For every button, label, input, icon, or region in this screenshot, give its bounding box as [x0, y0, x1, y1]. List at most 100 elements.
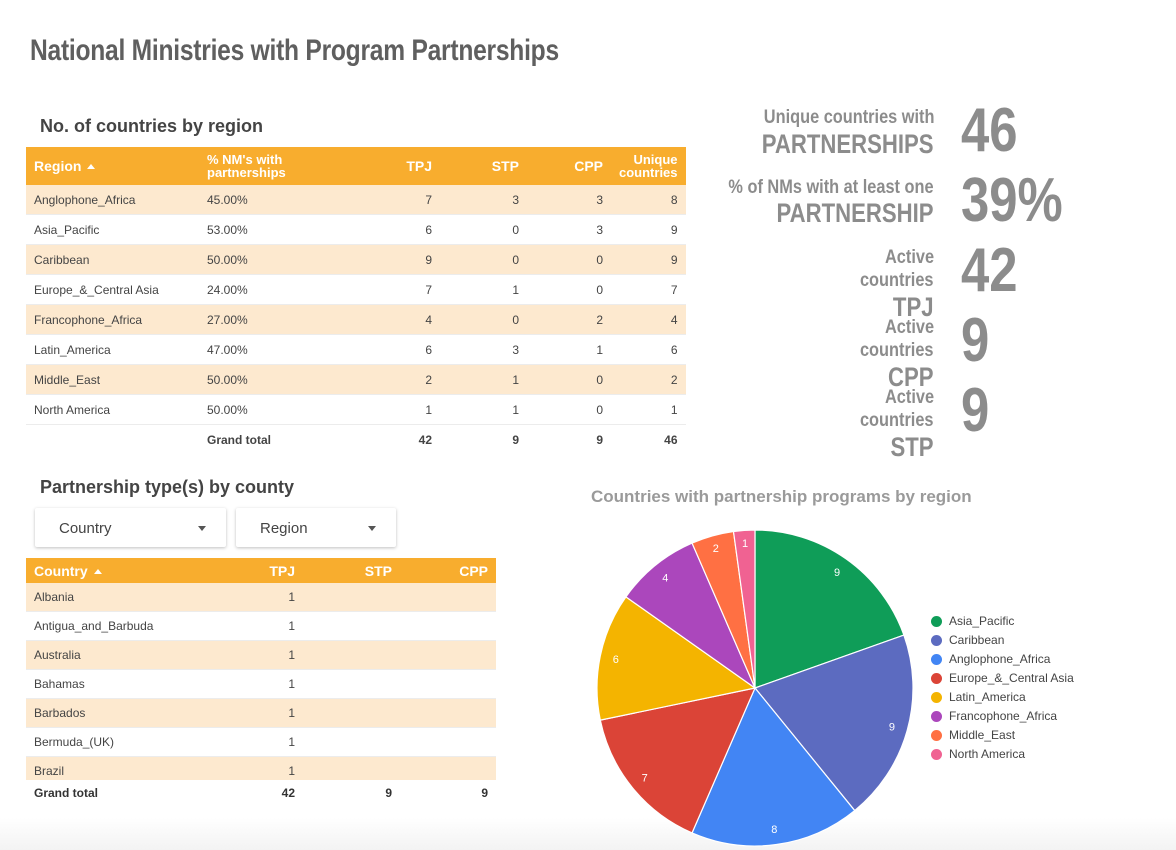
pie-slice-europe-central-asia[interactable] — [599, 687, 757, 834]
cpp-cell — [400, 611, 496, 641]
region-column-header[interactable]: Region — [26, 147, 199, 185]
country-filter-label: Country — [59, 520, 112, 537]
kpi-pct-line1: % of NMs with at least one — [728, 177, 934, 198]
pct-partnerships-column-header[interactable]: % NM's with partnerships — [199, 147, 344, 185]
legend-swatch-icon — [931, 692, 942, 703]
tpj-cell: 1 — [214, 727, 303, 757]
pie-slice-latin-america[interactable] — [596, 596, 757, 721]
table-row[interactable]: Australia 1 — [26, 640, 496, 670]
tpj-cell: 7 — [344, 185, 440, 215]
kpi-cpp-line2: countries — [860, 340, 934, 361]
table-row[interactable]: Albania 1 — [26, 583, 496, 612]
country-column-header[interactable]: Country — [26, 558, 214, 583]
region-filter-dropdown[interactable]: Region — [236, 508, 396, 547]
legend-label: Europe_&_Central Asia — [949, 671, 1074, 685]
pie-data-label: 9 — [889, 721, 895, 733]
table-row[interactable]: North America 50.00% 1 1 0 1 — [26, 394, 686, 425]
kpi-cpp-line1: Active — [884, 317, 934, 338]
table-row[interactable]: Caribbean 50.00% 9 0 0 9 — [26, 244, 686, 275]
pie-data-label: 2 — [713, 543, 719, 555]
tpj-cell: 9 — [344, 244, 440, 275]
legend-label: Middle_East — [949, 728, 1016, 742]
stp-column-header[interactable]: STP — [303, 558, 400, 583]
country-filter-dropdown[interactable]: Country — [35, 508, 226, 547]
cpp-cell — [400, 756, 496, 780]
pie-slice-anglophone-africa[interactable] — [691, 686, 856, 847]
stp-cell — [303, 698, 400, 728]
table-row[interactable]: Bahamas 1 — [26, 669, 496, 699]
tpj-cell: 4 — [344, 304, 440, 335]
sort-ascending-icon[interactable] — [87, 163, 96, 169]
kpi-cpp-line3: CPP — [888, 362, 934, 392]
kpi-cpp-value: 9 — [961, 306, 990, 375]
pie-data-label: 9 — [834, 567, 840, 579]
tpj-cell: 6 — [344, 334, 440, 365]
table-row[interactable]: Francophone_Africa 27.00% 4 0 2 4 — [26, 304, 686, 335]
table-row[interactable]: Europe_&_Central Asia 24.00% 7 1 0 7 — [26, 274, 686, 305]
cpp-cell — [400, 727, 496, 757]
legend-label: Anglophone_Africa — [949, 652, 1051, 666]
kpi-stp-value: 9 — [961, 376, 990, 445]
table-row[interactable]: Antigua_and_Barbuda 1 — [26, 611, 496, 641]
chevron-down-icon[interactable] — [368, 526, 376, 531]
legend-label: Caribbean — [949, 633, 1005, 647]
cpp-cell: 3 — [527, 214, 611, 245]
legend-swatch-icon — [931, 730, 942, 741]
kpi-tpj-value: 42 — [961, 236, 1018, 305]
kpi-unique-line1: Unique countries with — [763, 107, 934, 128]
tpj-cell: 1 — [214, 698, 303, 728]
table-row[interactable]: Middle_East 50.00% 2 1 0 2 — [26, 364, 686, 395]
stp-column-header[interactable]: STP — [440, 147, 527, 185]
page-title: National Ministries with Program Partner… — [30, 34, 559, 67]
stp-cell: 1 — [440, 364, 527, 395]
pie-slice-north-america[interactable] — [732, 529, 756, 689]
stp-cell — [303, 669, 400, 699]
unique-cell: 9 — [611, 214, 686, 245]
grand-total-row: Grand total 42 9 9 46 — [26, 424, 686, 454]
tpj-cell: 1 — [214, 669, 303, 699]
pie-slice-francophone-africa[interactable] — [625, 542, 757, 690]
tpj-column-header[interactable]: TPJ — [344, 147, 440, 185]
table-row[interactable]: Anglophone_Africa 45.00% 7 3 3 8 — [26, 185, 686, 215]
cpp-column-header[interactable]: CPP — [527, 147, 611, 185]
table-row[interactable]: Barbados 1 — [26, 698, 496, 728]
cpp-cell: 3 — [527, 185, 611, 215]
sort-ascending-icon[interactable] — [93, 568, 102, 574]
cpp-cell: 0 — [527, 244, 611, 275]
cpp-cell: 0 — [527, 364, 611, 395]
grand-total-cpp: 9 — [527, 424, 611, 454]
legend-swatch-icon — [931, 654, 942, 665]
pct-cell: 53.00% — [199, 214, 344, 245]
kpi-pct-line2: PARTNERSHIP — [776, 198, 934, 228]
legend-label: Asia_Pacific — [949, 614, 1015, 628]
grand-total-tpj: 42 — [344, 424, 440, 454]
table-row[interactable]: Bermuda_(UK) 1 — [26, 727, 496, 757]
tpj-cell: 1 — [344, 394, 440, 425]
chart-legend: Asia_Pacific Caribbean Anglophone_Africa Eu… — [931, 614, 1091, 774]
cpp-cell — [400, 583, 496, 612]
country-cell: Australia — [26, 640, 214, 670]
table-row[interactable]: Latin_America 47.00% 6 3 1 6 — [26, 334, 686, 365]
grand-total-spacer — [26, 424, 199, 454]
table-row[interactable]: Asia_Pacific 53.00% 6 0 3 9 — [26, 214, 686, 245]
cpp-cell: 0 — [527, 394, 611, 425]
table-row[interactable]: Brazil 1 — [26, 756, 496, 780]
tpj-column-header[interactable]: TPJ — [214, 558, 303, 583]
cpp-cell: 2 — [527, 304, 611, 335]
legend-label: North America — [949, 747, 1026, 761]
country-table-scroll[interactable]: Country TPJ STP CPP Albania 1 Antigua_and… — [26, 558, 496, 780]
region-cell: North America — [26, 394, 199, 425]
chevron-down-icon[interactable] — [198, 526, 206, 531]
region-cell: Anglophone_Africa — [26, 185, 199, 215]
cpp-column-header[interactable]: CPP — [400, 558, 496, 583]
pct-cell: 45.00% — [199, 185, 344, 215]
legend-swatch-icon — [931, 673, 942, 684]
unique-countries-column-header[interactable]: Unique countries — [611, 147, 686, 185]
pie-slice-caribbean[interactable] — [753, 634, 914, 812]
region-cell: Caribbean — [26, 244, 199, 275]
grand-total-label: Grand total — [34, 786, 99, 800]
chart-title: Countries with partnership programs by r… — [591, 487, 972, 506]
page-footer-shade — [0, 818, 1176, 850]
pie-slice-asia-pacific[interactable] — [754, 529, 905, 689]
legend-swatch-icon — [931, 711, 942, 722]
